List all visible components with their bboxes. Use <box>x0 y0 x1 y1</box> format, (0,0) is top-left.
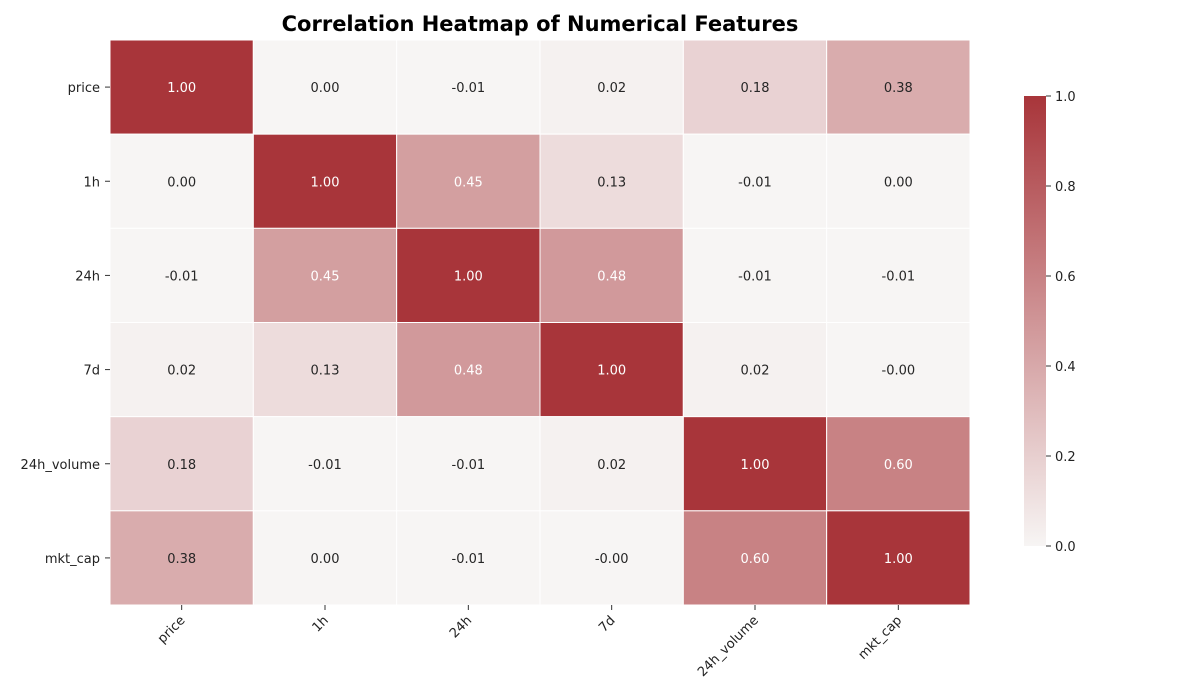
y-tick-label: 24h_volume <box>21 458 100 473</box>
cell-value-label: 0.45 <box>311 269 340 284</box>
heatmap-cell <box>109 416 254 512</box>
cell-value-label: 0.00 <box>311 81 340 96</box>
cell-value-label: 0.60 <box>741 552 770 567</box>
cell-value-label: -0.01 <box>165 269 199 284</box>
heatmap-cell <box>682 227 828 323</box>
cell-value-label: 1.00 <box>167 81 196 96</box>
cell-value-label: 0.18 <box>741 81 770 96</box>
heatmap-cell <box>539 416 684 512</box>
cell-value-label: 0.00 <box>167 175 196 190</box>
heatmap-cell <box>252 227 398 323</box>
cell-value-label: -0.00 <box>595 552 629 567</box>
heatmap-cell <box>826 322 971 418</box>
heatmap-cell <box>826 227 971 323</box>
heatmap-cell <box>396 416 541 512</box>
cell-value-label: 0.13 <box>597 175 626 190</box>
cell-value-label: -0.00 <box>882 364 916 379</box>
heatmap-cell <box>826 510 971 606</box>
heatmap-cell <box>109 227 254 323</box>
cell-value-label: 1.00 <box>311 175 340 190</box>
cell-value-label: -0.01 <box>882 269 916 284</box>
x-tick-label: 24h_volume <box>695 613 762 680</box>
cell-value-label: 0.02 <box>741 364 770 379</box>
y-tick-label: 1h <box>83 175 100 190</box>
y-tick-label: 7d <box>83 364 100 379</box>
cell-value-label: -0.01 <box>738 175 772 190</box>
heatmap-cell <box>539 39 684 135</box>
cell-value-label: 1.00 <box>597 364 626 379</box>
colorbar-tick-label: 0.4 <box>1055 360 1076 375</box>
colorbar-tick-label: 0.8 <box>1055 180 1076 195</box>
x-tick-label: mkt_cap <box>856 613 906 663</box>
heatmap-cell <box>539 133 684 229</box>
cell-value-label: 0.02 <box>597 458 626 473</box>
cell-value-label: 0.13 <box>311 364 340 379</box>
cell-value-label: 1.00 <box>454 269 483 284</box>
y-tick-label: 24h <box>75 269 100 284</box>
x-tick-label: 7d <box>596 613 618 635</box>
cell-value-label: 0.00 <box>311 552 340 567</box>
x-tick-label: price <box>155 613 188 646</box>
heatmap-cell <box>539 227 684 323</box>
colorbar-tick-label: 0.2 <box>1055 450 1076 465</box>
cell-value-label: -0.01 <box>308 458 342 473</box>
colorbar-tick-label: 0.0 <box>1055 540 1076 555</box>
cell-value-label: 0.48 <box>597 269 626 284</box>
y-axis: price 1h 24h 7d 24h_volume mkt_cap <box>21 81 110 567</box>
cell-value-label: -0.01 <box>452 458 486 473</box>
heatmap-cell <box>396 227 541 323</box>
cell-value-label: 1.00 <box>741 458 770 473</box>
x-tick-label: 24h <box>447 613 475 641</box>
heatmap-cell <box>682 510 828 606</box>
colorbar-tick-label: 1.0 <box>1055 90 1076 105</box>
x-axis: price 1h 24h 7d 24h_volume mkt_cap <box>155 605 905 680</box>
heatmap-cells: 1.00 0.00 -0.01 0.02 0.18 0.38 0.00 1.00 0.45 0.1… <box>109 39 971 606</box>
heatmap-cell <box>682 416 828 512</box>
cell-value-label: 0.02 <box>597 81 626 96</box>
heatmap-cell <box>109 39 254 135</box>
cell-value-label: 1.00 <box>884 552 913 567</box>
cell-value-label: 0.02 <box>167 364 196 379</box>
heatmap-cell <box>109 322 254 418</box>
cell-value-label: 0.45 <box>454 175 483 190</box>
x-tick-label: 1h <box>310 613 332 635</box>
colorbar: 0.0 0.2 0.4 0.6 0.8 1.0 <box>1024 90 1076 555</box>
cell-value-label: 0.18 <box>167 458 196 473</box>
colorbar-tick-label: 0.6 <box>1055 270 1076 285</box>
cell-value-label: -0.01 <box>452 81 486 96</box>
heatmap-cell <box>826 416 971 512</box>
heatmap-cell <box>682 322 828 418</box>
heatmap-cell <box>252 39 398 135</box>
heatmap-cell <box>682 39 828 135</box>
cell-value-label: -0.01 <box>738 269 772 284</box>
cell-value-label: 0.48 <box>454 364 483 379</box>
cell-value-label: 0.00 <box>884 175 913 190</box>
y-tick-label: mkt_cap <box>45 552 100 567</box>
y-tick-label: price <box>68 81 100 96</box>
heatmap-cell <box>252 322 398 418</box>
heatmap-cell <box>109 510 254 606</box>
heatmap-cell <box>826 39 971 135</box>
heatmap-cell <box>396 322 541 418</box>
heatmap-cell <box>826 133 971 229</box>
heatmap-cell <box>539 322 684 418</box>
chart-title: Correlation Heatmap of Numerical Feature… <box>282 12 799 36</box>
colorbar-gradient <box>1024 96 1046 546</box>
cell-value-label: 0.38 <box>167 552 196 567</box>
cell-value-label: 0.38 <box>884 81 913 96</box>
cell-value-label: -0.01 <box>452 552 486 567</box>
cell-value-label: 0.60 <box>884 458 913 473</box>
heatmap-cell <box>252 133 398 229</box>
heatmap-cell <box>396 39 541 135</box>
